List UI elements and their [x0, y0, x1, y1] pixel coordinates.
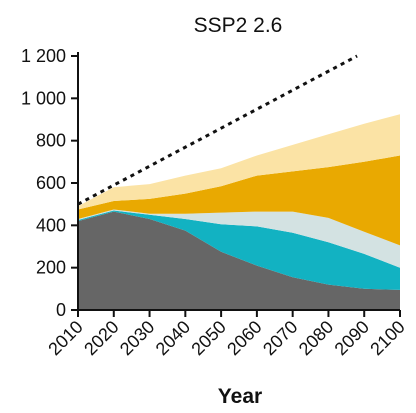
- y-tick-label: 400: [36, 215, 66, 235]
- y-tick-label: 600: [36, 173, 66, 193]
- y-tick-labels: 0 200 400 600 800 1 000 1 200: [21, 46, 66, 320]
- x-tick-label: 2030: [116, 317, 158, 359]
- area-layer-1: [78, 211, 400, 310]
- y-tick-label: 1 200: [21, 46, 66, 66]
- x-tick-label: 2070: [259, 317, 301, 359]
- x-tick-label: 2080: [295, 317, 337, 359]
- x-tick-label: 2100: [366, 317, 408, 359]
- axes: [71, 52, 401, 317]
- x-tick-label: 2040: [152, 317, 194, 359]
- x-tick-label: 2020: [80, 317, 122, 359]
- y-tick-label: 200: [36, 258, 66, 278]
- x-tick-label: 2010: [44, 317, 86, 359]
- area-layer-4: [78, 155, 400, 246]
- area-layer-2: [78, 210, 400, 290]
- y-tick-label: 1 000: [21, 88, 66, 108]
- x-tick-label: 2050: [187, 317, 229, 359]
- x-tick-label: 2090: [331, 317, 373, 359]
- area-layer-5: [78, 114, 400, 210]
- dotted-trend-line: [77, 54, 358, 206]
- chart-title: SSP2 2.6: [194, 14, 283, 37]
- x-axis-label: Year: [218, 385, 262, 408]
- x-tick-label: 2060: [223, 317, 265, 359]
- stacked-areas: [77, 54, 400, 310]
- y-tick-label: 0: [56, 300, 66, 320]
- y-tick-label: 800: [36, 131, 66, 151]
- area-layer-3: [78, 209, 400, 268]
